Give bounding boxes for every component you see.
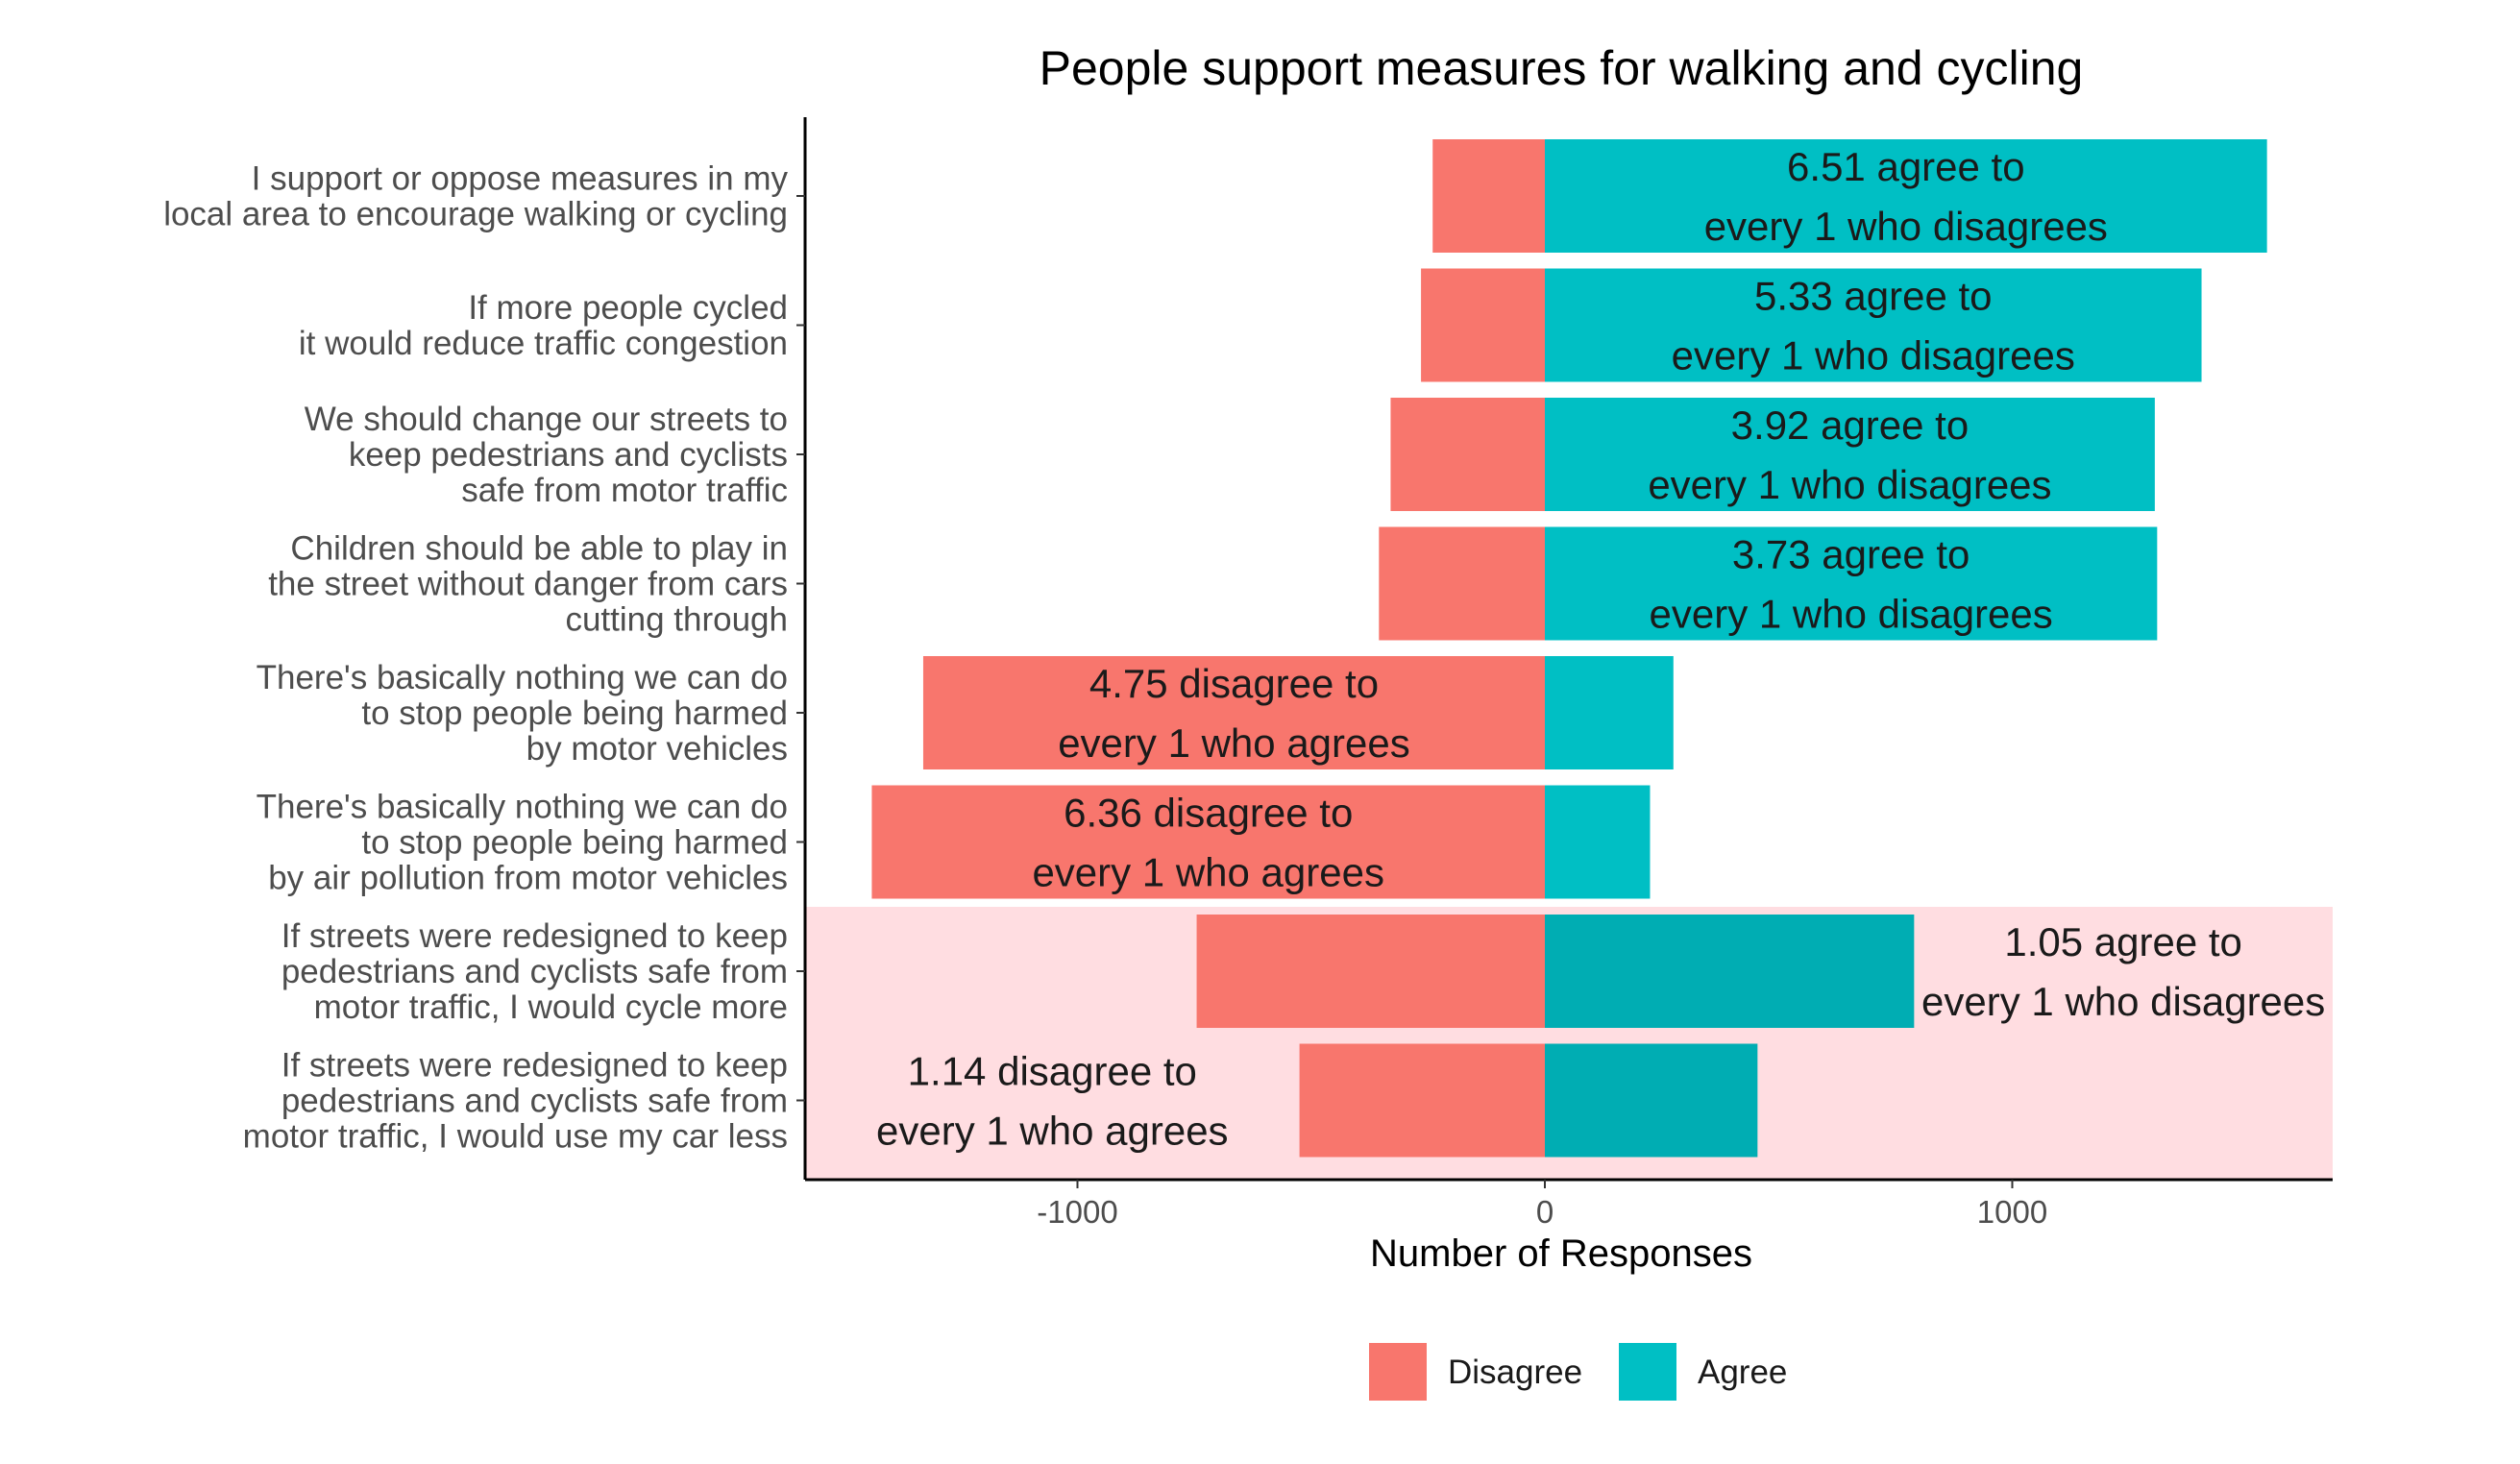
bar-disagree	[1196, 915, 1545, 1028]
category-label-line: We should change our streets to	[305, 401, 788, 438]
category-label-line: There's basically nothing we can do	[257, 789, 788, 826]
x-tick-label: 1000	[1977, 1194, 2047, 1230]
bar-agree	[1545, 398, 2155, 511]
legend-swatch-disagree	[1369, 1343, 1427, 1401]
annotation-line: 6.36 disagree to	[1064, 791, 1353, 836]
bar-disagree	[922, 656, 1545, 769]
category-label: Children should be able to play in the st…	[268, 530, 788, 639]
annotation-line: every 1 who disagrees	[1921, 979, 2325, 1024]
chart-title: People support measures for walking and …	[1040, 41, 2084, 95]
bar-agree	[1545, 915, 1915, 1028]
bar-layer	[871, 139, 2267, 1158]
annotation-line: 1.05 agree to	[2004, 919, 2242, 964]
bar-agree	[1545, 526, 2158, 641]
bar-agree	[1545, 139, 2267, 253]
category-label-line: motor traffic, I would cycle more	[314, 988, 788, 1026]
category-label-line: cutting through	[565, 601, 788, 639]
annotation-line: 3.92 agree to	[1731, 403, 1970, 448]
bar-agree	[1545, 1043, 1758, 1158]
annotation-line: every 1 who disagrees	[1704, 204, 2108, 249]
category-label-line: to stop people being harmed	[361, 824, 788, 862]
category-label-line: to stop people being harmed	[361, 695, 788, 732]
category-label-line: pedestrians and cyclists safe from	[281, 1083, 788, 1120]
annotation-line: every 1 who agrees	[1058, 720, 1410, 766]
bar-disagree	[1432, 139, 1545, 253]
category-label: If streets were redesigned to keep pedest…	[243, 1047, 788, 1156]
bar-disagree	[1379, 526, 1545, 641]
bar-disagree	[1390, 398, 1545, 511]
category-label-line: If streets were redesigned to keep	[281, 1047, 788, 1085]
category-label: There's basically nothing we can do to st…	[257, 659, 788, 768]
category-label-layer: I support or oppose measures in my local …	[163, 160, 788, 1156]
category-label-line: pedestrians and cyclists safe from	[281, 953, 788, 990]
category-label: There's basically nothing we can do to st…	[257, 789, 788, 897]
annotation-line: every 1 who disagrees	[1648, 462, 2051, 507]
annotation-line: 1.14 disagree to	[908, 1049, 1197, 1094]
category-label-line: If streets were redesigned to keep	[281, 917, 788, 955]
bar-agree	[1545, 656, 1674, 769]
category-label: If more people cycled it would reduce tra…	[299, 289, 788, 362]
category-label-line: by air pollution from motor vehicles	[268, 860, 788, 897]
category-label-line: If more people cycled	[468, 289, 788, 327]
x-tick-label: 0	[1536, 1194, 1554, 1230]
category-label: We should change our streets to keep pede…	[305, 401, 788, 509]
bar-disagree	[871, 785, 1545, 899]
legend-label-agree: Agree	[1698, 1354, 1787, 1391]
bar-annotation: 4.75 disagree to every 1 who agrees	[1058, 661, 1410, 766]
annotation-line: every 1 who disagrees	[1672, 333, 2075, 378]
bar-annotation: 3.73 agree to every 1 who disagrees	[1650, 532, 2053, 637]
category-label: If streets were redesigned to keep pedest…	[281, 917, 788, 1026]
bar-annotation: 3.92 agree to every 1 who disagrees	[1648, 403, 2051, 507]
bar-agree	[1545, 268, 2202, 382]
annotation-line: every 1 who agrees	[1032, 850, 1384, 895]
legend-swatch-agree	[1619, 1343, 1676, 1401]
category-label-line: motor traffic, I would use my car less	[243, 1118, 788, 1156]
category-label-line: keep pedestrians and cyclists	[349, 436, 788, 474]
axis-layer: -1000 0 1000	[796, 117, 2333, 1230]
x-tick-label: -1000	[1037, 1194, 1117, 1230]
annotation-line: every 1 who disagrees	[1650, 592, 2053, 637]
annotation-line: every 1 who agrees	[876, 1109, 1229, 1154]
annotation-line: 6.51 agree to	[1787, 144, 2025, 189]
category-label-line: I support or oppose measures in my	[252, 160, 789, 198]
category-label-line: the street without danger from cars	[268, 566, 788, 603]
category-label-line: There's basically nothing we can do	[257, 659, 788, 696]
category-label-line: local area to encourage walking or cycli…	[163, 196, 788, 233]
bar-annotation: 1.05 agree to every 1 who disagrees	[1921, 919, 2325, 1024]
x-axis-title: Number of Responses	[1370, 1232, 1752, 1275]
bar-disagree	[1421, 268, 1545, 382]
bar-agree	[1545, 785, 1651, 899]
category-label-line: by motor vehicles	[526, 730, 788, 768]
annotation-line: 3.73 agree to	[1732, 532, 1970, 577]
bar-annotation: 1.14 disagree to every 1 who agrees	[876, 1049, 1229, 1154]
bar-disagree	[1299, 1043, 1545, 1158]
category-label-line: Children should be able to play in	[290, 530, 788, 568]
bar-annotation: 5.33 agree to every 1 who disagrees	[1672, 274, 2075, 378]
annotation-line: 4.75 disagree to	[1089, 661, 1379, 706]
bar-annotation: 6.36 disagree to every 1 who agrees	[1032, 791, 1384, 895]
annotation-line: 5.33 agree to	[1754, 274, 1993, 319]
legend: Disagree Agree	[1369, 1343, 1787, 1401]
legend-label-disagree: Disagree	[1448, 1354, 1582, 1391]
category-label-line: it would reduce traffic congestion	[299, 325, 788, 362]
category-label: I support or oppose measures in my local …	[163, 160, 788, 233]
category-label-line: safe from motor traffic	[461, 472, 788, 509]
bar-annotation: 6.51 agree to every 1 who disagrees	[1704, 144, 2108, 249]
